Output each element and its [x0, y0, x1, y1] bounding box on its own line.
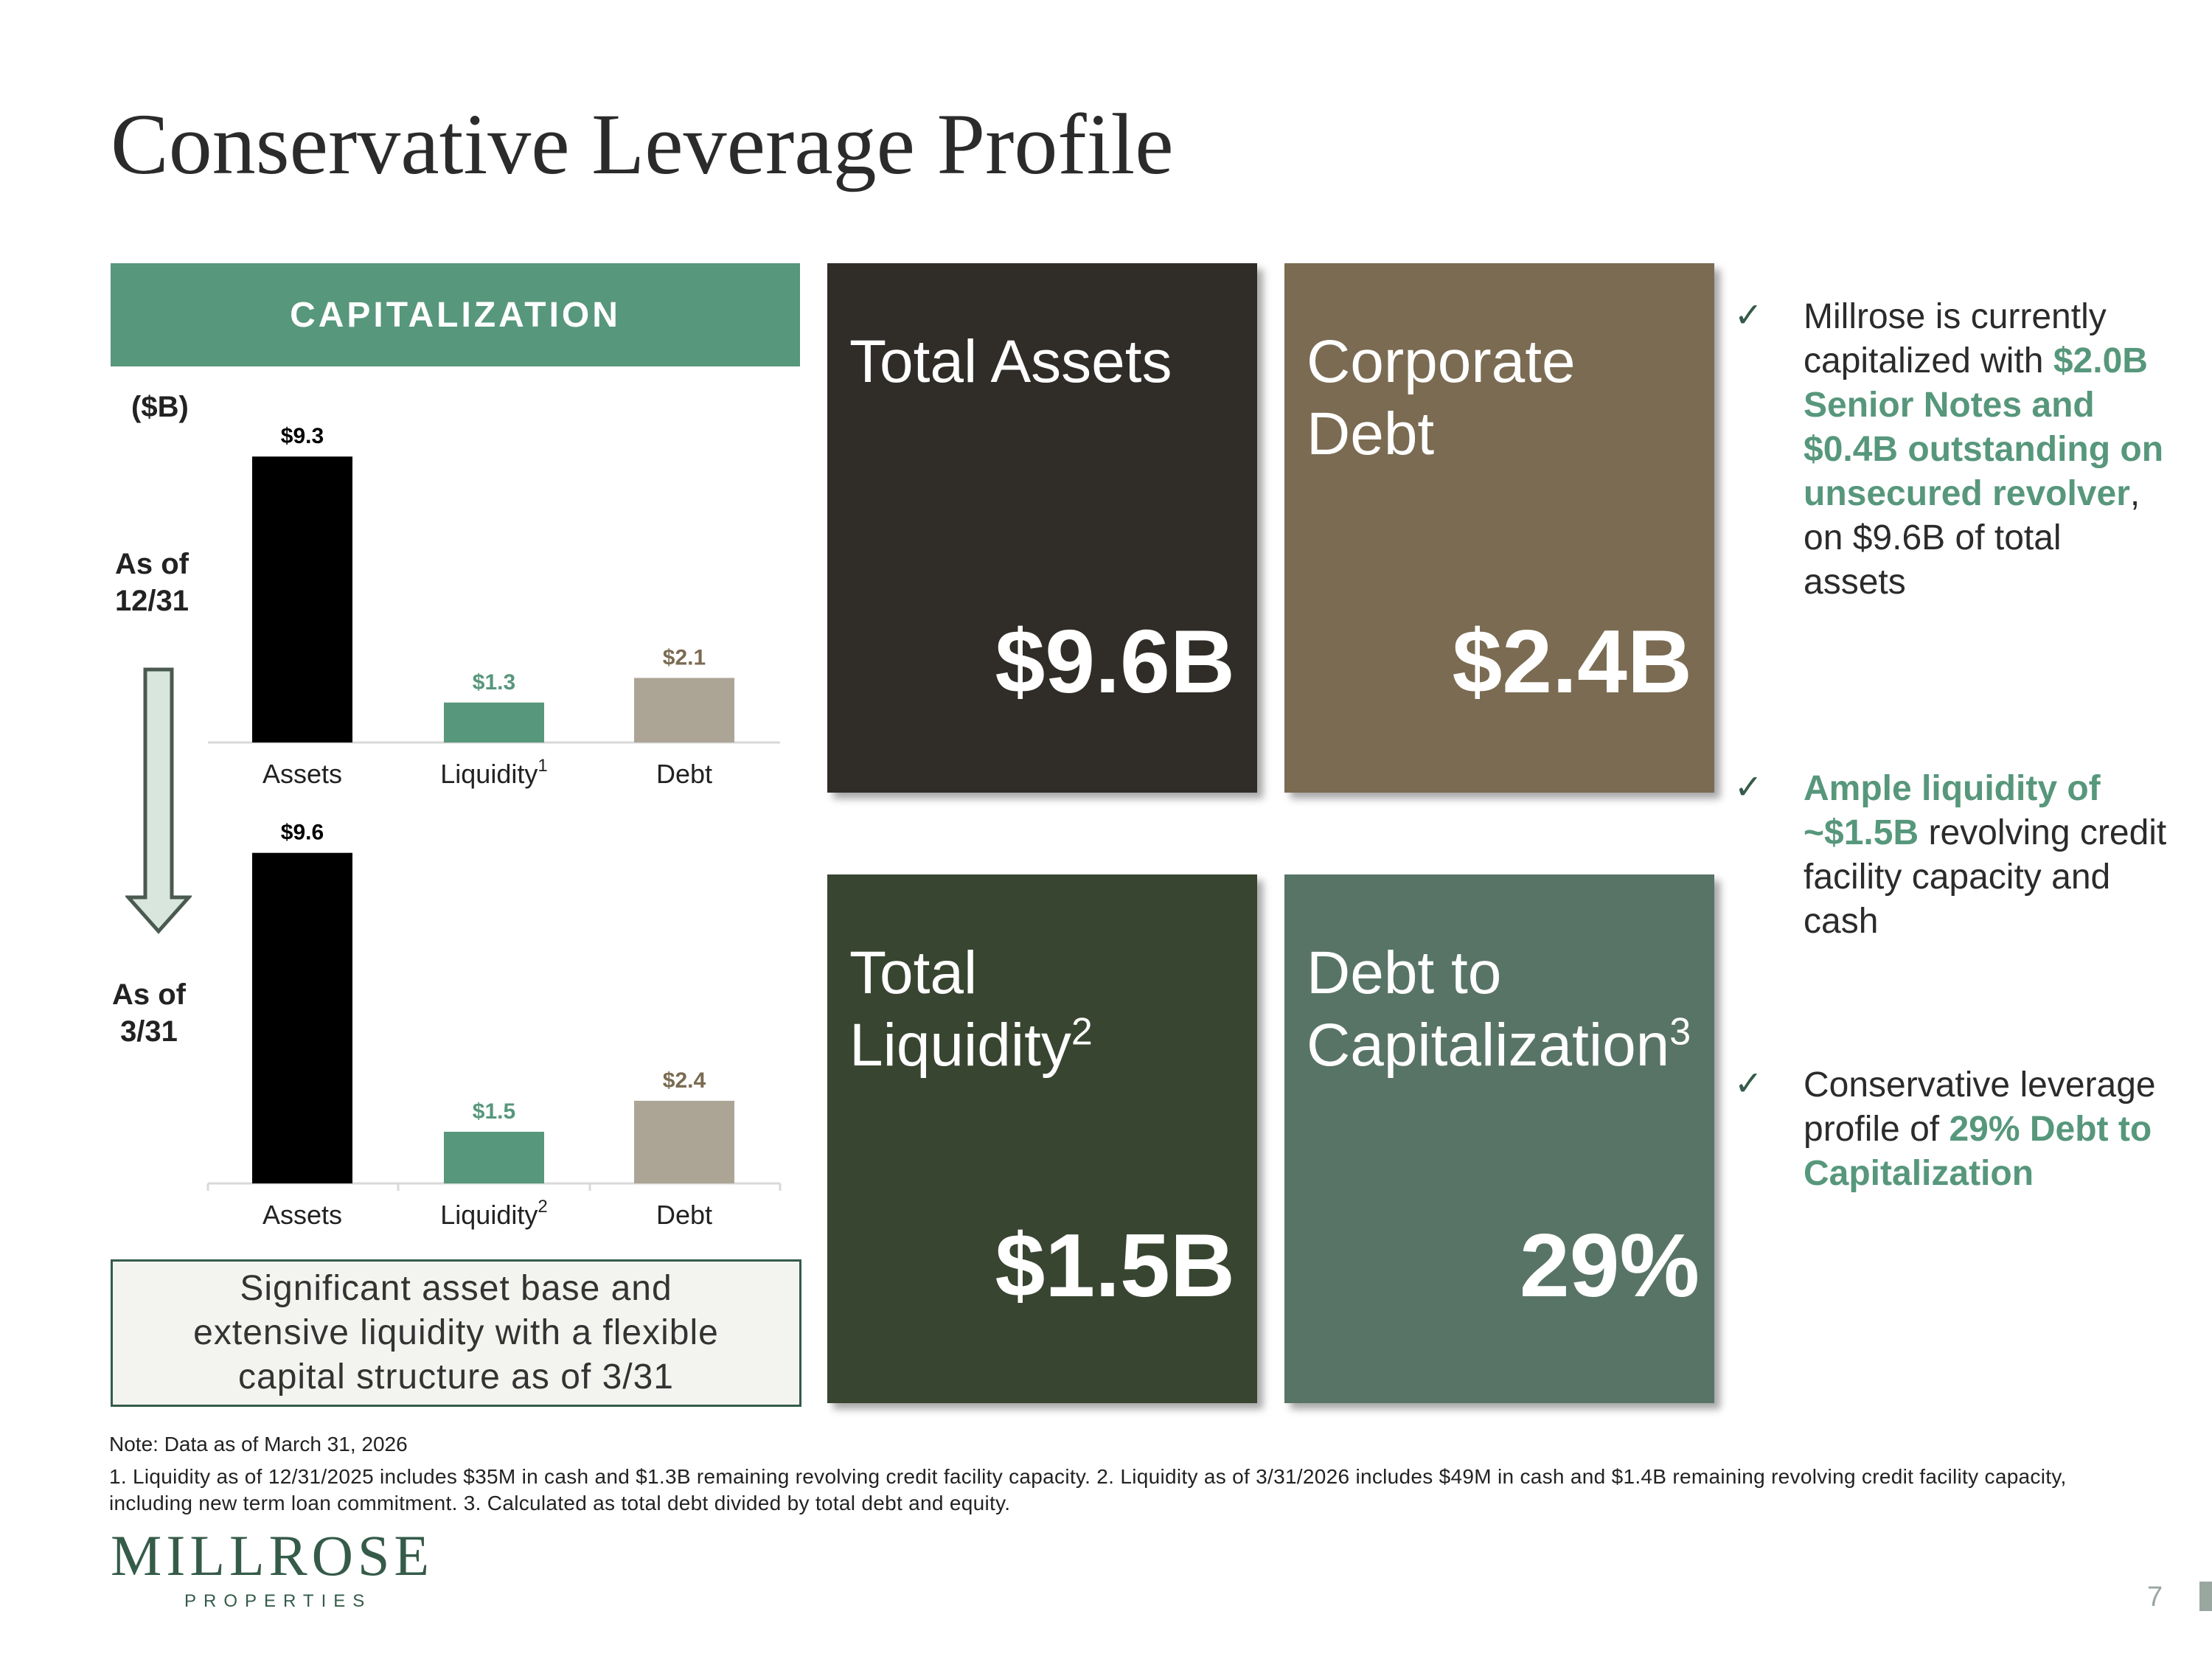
tile-value: 29% — [1519, 1215, 1700, 1315]
company-logo: MILLROSE — [111, 1523, 434, 1587]
data-label: $2.1 — [663, 645, 706, 669]
footnotes: 1. Liquidity as of 12/31/2025 includes $… — [109, 1465, 2067, 1514]
tile-total-assets: Total Assets $9.6B — [827, 263, 1257, 793]
data-label: $1.5 — [473, 1099, 515, 1124]
category-label: Liquidity1 — [440, 756, 547, 789]
checkmark-icon: ✓ — [1734, 768, 1763, 806]
page-title: Conservative Leverage Profile — [111, 96, 1174, 192]
company-logo-subtitle: PROPERTIES — [184, 1591, 372, 1611]
period-label-2: As of 3/31 — [112, 978, 186, 1048]
data-label: $1.3 — [473, 670, 515, 695]
summary-text: Significant asset base and extensive liq… — [193, 1269, 719, 1397]
data-label: $9.3 — [281, 424, 324, 448]
bar-debt — [634, 678, 734, 742]
category-label: Debt — [656, 1200, 712, 1230]
capitalization-header: CAPITALIZATION — [111, 263, 800, 366]
category-label: Liquidity2 — [440, 1197, 547, 1230]
data-label: $9.6 — [281, 821, 324, 845]
tile-value: $9.6B — [995, 611, 1235, 712]
checkmark-icon: ✓ — [1734, 296, 1763, 334]
unit-label: ($B) — [131, 391, 189, 423]
down-arrow-icon — [125, 667, 192, 934]
tile-corporate-debt: Corporate Debt $2.4B — [1284, 263, 1714, 793]
tile-value: $2.4B — [1452, 611, 1692, 712]
tile-value: $1.5B — [995, 1215, 1235, 1315]
category-label: Assets — [262, 1200, 342, 1230]
period-label-1: As of 12/31 — [114, 548, 189, 617]
category-label: Assets — [262, 759, 342, 789]
data-label: $2.4 — [663, 1068, 706, 1093]
tile-label: Debt to Capitalization3 — [1307, 939, 1691, 1079]
tile-total-liquidity: Total Liquidity2 $1.5B — [827, 874, 1257, 1403]
checkmark-icon: ✓ — [1734, 1064, 1763, 1102]
tile-debt-to-capitalization: Debt to Capitalization3 29% — [1284, 874, 1714, 1403]
tile-label: Total Liquidity2 — [849, 939, 1093, 1079]
tile-label: Corporate Debt — [1307, 328, 1576, 468]
page-number: 7 — [2147, 1582, 2163, 1613]
bar-liquidity — [444, 1131, 544, 1183]
bar-debt — [634, 1100, 734, 1183]
category-label: Debt — [656, 759, 712, 789]
note: Note: Data as of March 31, 2026 — [109, 1433, 408, 1455]
bar-assets — [252, 852, 352, 1183]
page-marker — [2199, 1582, 2212, 1611]
capitalization-charts: $9.3 Assets $1.3 Liquidity1 $2.1 Debt $9.6 Asse… — [206, 424, 782, 1230]
summary-box: Significant asset base and extensive liq… — [111, 1259, 801, 1407]
tile-label: Total Assets — [849, 328, 1172, 395]
bar-liquidity — [444, 702, 544, 742]
bar-assets — [252, 456, 352, 742]
